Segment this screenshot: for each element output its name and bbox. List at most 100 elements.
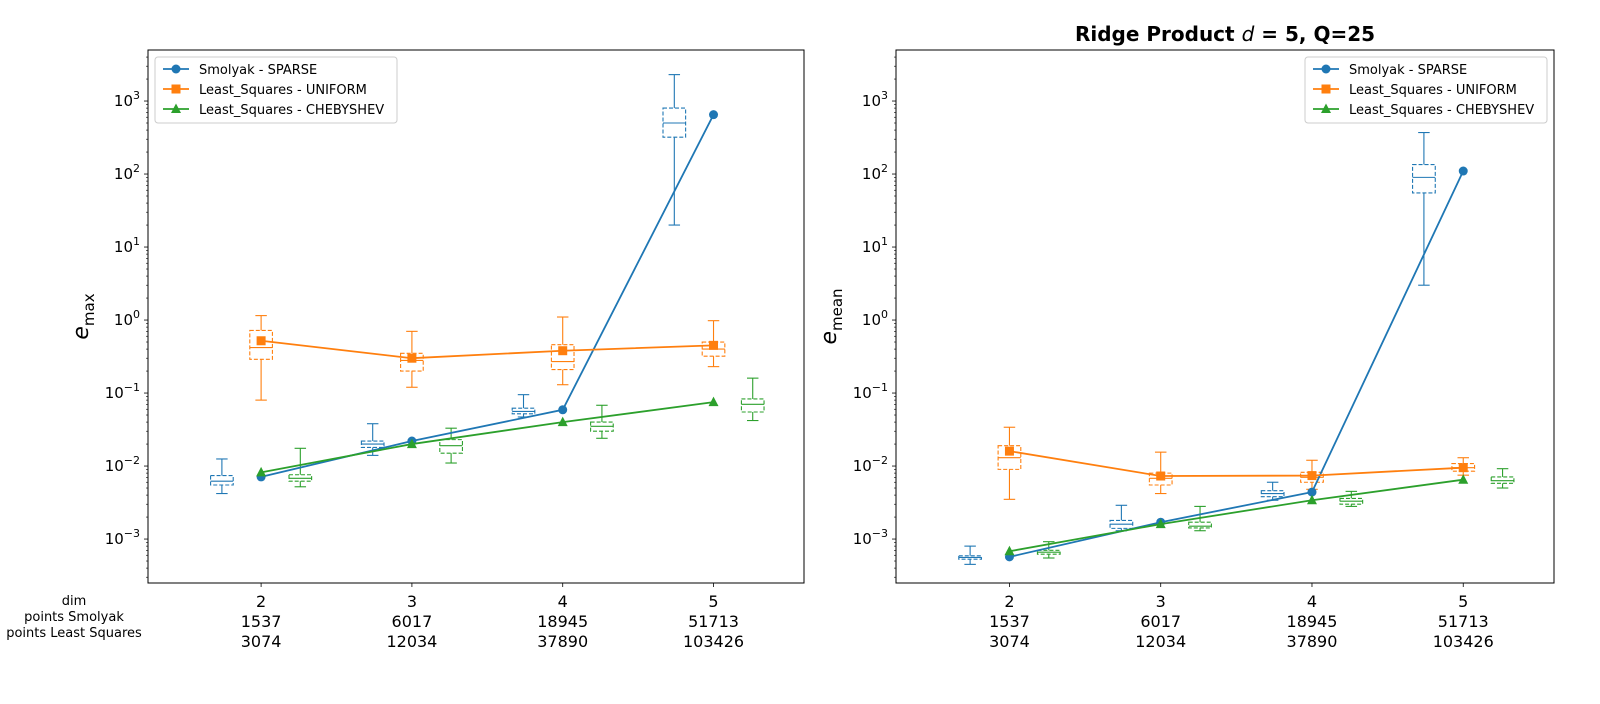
y-tick-label: 10−1 (853, 381, 888, 402)
series-line (1009, 450, 1464, 477)
x-tick-label: 37890 (1287, 632, 1338, 651)
box-group (249, 315, 726, 401)
y-axis-ticks: 10−3 10−2 10−1 100 101 102 103 (853, 56, 896, 578)
x-tick-label: 6017 (1140, 612, 1181, 631)
series-triangle (1004, 474, 1469, 556)
x-tick-label: 3074 (989, 632, 1030, 651)
x-tick-label: 12034 (1135, 632, 1186, 651)
y-tick-label: 10−3 (105, 527, 140, 548)
plot-frame (895, 49, 1555, 584)
box-group (1036, 468, 1515, 559)
series-line (260, 114, 715, 478)
row-label: points Smolyak (24, 610, 124, 625)
y-tick-label: 10−2 (853, 454, 888, 475)
x-tick-label: 1537 (241, 612, 282, 631)
x-tick-label: 103426 (1433, 632, 1494, 651)
x-tick-label: 4 (558, 592, 568, 611)
series-circle (1004, 166, 1468, 562)
row-label: dim (62, 594, 87, 609)
data-point (1156, 471, 1166, 481)
box (439, 439, 463, 454)
series-square (1004, 446, 1468, 481)
x-tick-label: 5 (1458, 592, 1468, 611)
y-tick-label: 100 (114, 308, 140, 329)
y-tick-label: 102 (114, 162, 140, 183)
legend-label: Least_Squares - UNIFORM (1349, 83, 1517, 98)
legend-marker (171, 103, 181, 113)
x-tick-label: 2 (256, 592, 266, 611)
box (1148, 472, 1173, 486)
y-tick-label: 10−2 (105, 454, 140, 475)
data-point (1004, 446, 1014, 456)
y-tick-label: 102 (862, 162, 888, 183)
data-point (709, 340, 719, 350)
series-line (261, 339, 714, 360)
y-tick-label: 10−3 (853, 527, 888, 548)
y-tick-label: 103 (862, 89, 888, 110)
legend-marker (1321, 64, 1331, 74)
legend: Smolyak - SPARSE Least_Squares - UNIFORM L… (1304, 56, 1548, 124)
box (740, 398, 765, 413)
legend-label: Least_Squares - UNIFORM (199, 83, 367, 98)
data-point (1458, 463, 1468, 473)
data-point (1458, 166, 1468, 176)
legend-label: Smolyak - SPARSE (199, 63, 317, 78)
y-axis-ticks: 10−3 10−2 10−1 100 101 102 103 (105, 56, 148, 578)
legend-marker (171, 84, 181, 94)
series-circle (256, 110, 719, 482)
series-line (1009, 478, 1464, 553)
x-tick-label: 37890 (537, 632, 588, 651)
row-label: points Least Squares (6, 626, 142, 641)
legend-label: Smolyak - SPARSE (1349, 63, 1467, 78)
data-point (709, 110, 719, 120)
y-axis-label: emean (817, 288, 846, 344)
y-tick-label: 10−1 (105, 381, 140, 402)
data-point (1004, 545, 1015, 556)
x-tick-label: 12034 (386, 632, 437, 651)
data-point (1307, 471, 1317, 481)
y-tick-label: 100 (862, 308, 888, 329)
x-tick-label: 6017 (392, 612, 433, 631)
legend-marker (171, 64, 181, 74)
box (1188, 521, 1212, 529)
legend-frame (154, 56, 398, 124)
data-point (558, 405, 568, 415)
y-tick-label: 101 (862, 235, 888, 256)
x-tick-label: 51713 (1438, 612, 1489, 631)
x-tick-label: 3 (407, 592, 417, 611)
data-point (558, 346, 568, 356)
legend-marker (1321, 103, 1331, 113)
box (1412, 163, 1436, 194)
box (210, 475, 234, 486)
data-point (708, 396, 719, 407)
data-point (256, 336, 266, 346)
legend-marker (1321, 84, 1331, 94)
box-group (958, 131, 1436, 565)
y-axis-label: emax (69, 293, 98, 339)
data-point (1307, 487, 1317, 497)
x-tick-label: 2 (1004, 592, 1014, 611)
x-tick-label: 51713 (688, 612, 739, 631)
data-point (1306, 494, 1317, 505)
data-point (407, 353, 417, 363)
y-tick-label: 103 (114, 89, 140, 110)
data-point (557, 416, 568, 427)
legend-label: Least_Squares - CHEBYSHEV (199, 103, 384, 118)
x-tick-label: 3074 (241, 632, 282, 651)
x-tick-label: 1537 (989, 612, 1030, 631)
box-group (210, 74, 687, 495)
legend: Smolyak - SPARSE Least_Squares - UNIFORM L… (154, 56, 398, 124)
plot-frame (147, 49, 805, 584)
series-line (1009, 170, 1465, 558)
series-line (260, 401, 714, 474)
x-tick-label: 5 (708, 592, 718, 611)
legend-frame (1304, 56, 1548, 124)
box-group (288, 377, 765, 488)
x-tick-label: 18945 (537, 612, 588, 631)
series-triangle (256, 396, 719, 477)
